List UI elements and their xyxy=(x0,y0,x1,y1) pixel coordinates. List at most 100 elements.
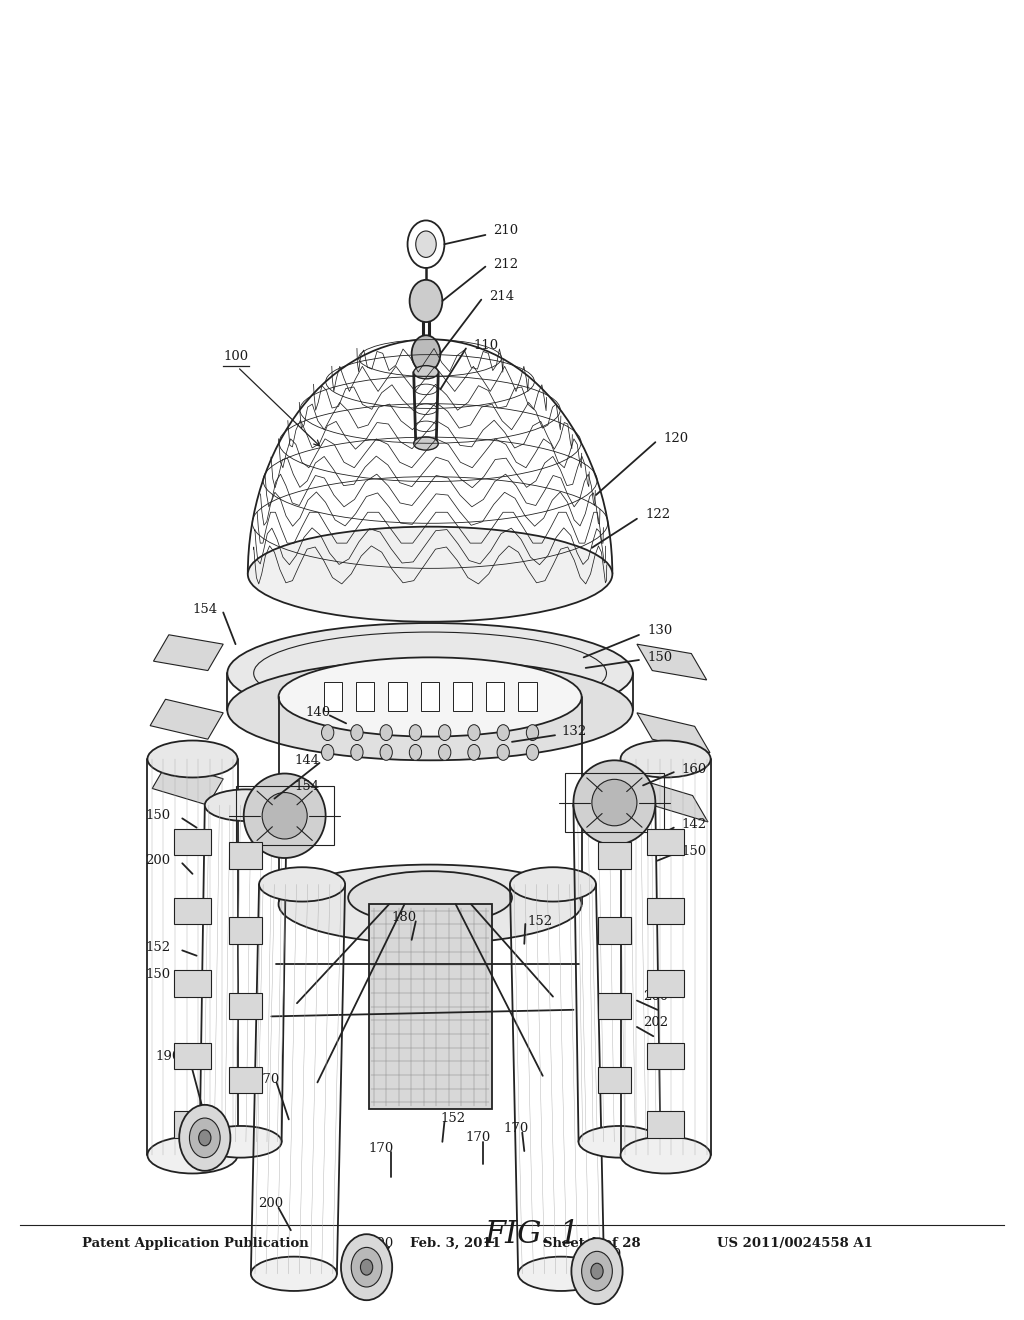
Text: 210: 210 xyxy=(494,224,519,238)
Circle shape xyxy=(410,280,442,322)
Circle shape xyxy=(408,220,444,268)
Circle shape xyxy=(322,744,334,760)
Text: 152: 152 xyxy=(527,915,553,928)
Circle shape xyxy=(571,1238,623,1304)
Polygon shape xyxy=(153,762,223,805)
FancyBboxPatch shape xyxy=(229,917,262,944)
Circle shape xyxy=(497,725,509,741)
FancyBboxPatch shape xyxy=(518,682,537,711)
Ellipse shape xyxy=(147,741,238,777)
Text: 150: 150 xyxy=(145,968,171,981)
FancyBboxPatch shape xyxy=(356,682,375,711)
Circle shape xyxy=(582,1251,612,1291)
Text: 152: 152 xyxy=(145,941,171,954)
Polygon shape xyxy=(637,779,708,822)
Polygon shape xyxy=(637,713,710,752)
FancyBboxPatch shape xyxy=(647,1043,684,1069)
Text: 170: 170 xyxy=(254,1073,280,1086)
Text: FIG. 1: FIG. 1 xyxy=(484,1218,581,1250)
Circle shape xyxy=(410,744,422,760)
Text: 140: 140 xyxy=(305,706,331,719)
Text: 144: 144 xyxy=(295,754,321,767)
FancyBboxPatch shape xyxy=(174,829,211,855)
Circle shape xyxy=(380,744,392,760)
Polygon shape xyxy=(369,904,492,1109)
Circle shape xyxy=(199,1130,211,1146)
Ellipse shape xyxy=(414,366,438,379)
Text: 202: 202 xyxy=(643,1016,669,1030)
FancyBboxPatch shape xyxy=(174,970,211,997)
FancyBboxPatch shape xyxy=(388,682,407,711)
Ellipse shape xyxy=(227,660,633,760)
Ellipse shape xyxy=(348,871,512,924)
Ellipse shape xyxy=(592,779,637,826)
FancyBboxPatch shape xyxy=(174,1043,211,1069)
Circle shape xyxy=(591,1263,603,1279)
Circle shape xyxy=(351,725,364,741)
Ellipse shape xyxy=(262,792,307,840)
Ellipse shape xyxy=(510,867,596,902)
Circle shape xyxy=(322,725,334,741)
Text: Patent Application Publication: Patent Application Publication xyxy=(82,1237,308,1250)
Text: US 2011/0024558 A1: US 2011/0024558 A1 xyxy=(717,1237,872,1250)
Ellipse shape xyxy=(259,867,345,902)
Text: 130: 130 xyxy=(647,624,673,638)
Text: 154: 154 xyxy=(193,603,218,616)
FancyBboxPatch shape xyxy=(598,1067,631,1093)
Circle shape xyxy=(412,335,440,372)
Ellipse shape xyxy=(248,527,612,622)
Circle shape xyxy=(438,744,451,760)
FancyBboxPatch shape xyxy=(647,970,684,997)
Text: 152: 152 xyxy=(440,1111,466,1125)
Text: 100: 100 xyxy=(223,350,249,363)
Ellipse shape xyxy=(573,789,655,821)
FancyBboxPatch shape xyxy=(598,993,631,1019)
Ellipse shape xyxy=(147,1137,238,1173)
FancyBboxPatch shape xyxy=(421,682,439,711)
Text: 190: 190 xyxy=(156,1049,181,1063)
Text: Feb. 3, 2011: Feb. 3, 2011 xyxy=(410,1237,501,1250)
FancyBboxPatch shape xyxy=(647,829,684,855)
FancyBboxPatch shape xyxy=(174,1111,211,1138)
Circle shape xyxy=(351,1247,382,1287)
Circle shape xyxy=(468,744,480,760)
Text: 150: 150 xyxy=(681,845,707,858)
Circle shape xyxy=(380,725,392,741)
Text: 170: 170 xyxy=(466,1131,492,1144)
Text: 214: 214 xyxy=(489,290,515,304)
Text: 154: 154 xyxy=(295,780,321,793)
Ellipse shape xyxy=(251,1257,337,1291)
Text: 170: 170 xyxy=(369,1142,394,1155)
FancyBboxPatch shape xyxy=(229,993,262,1019)
FancyBboxPatch shape xyxy=(598,917,631,944)
Text: 110: 110 xyxy=(473,339,499,352)
Polygon shape xyxy=(637,644,707,680)
Text: Sheet 1 of 28: Sheet 1 of 28 xyxy=(543,1237,640,1250)
Polygon shape xyxy=(154,635,223,671)
Ellipse shape xyxy=(279,865,582,944)
Circle shape xyxy=(360,1259,373,1275)
FancyBboxPatch shape xyxy=(647,1111,684,1138)
FancyBboxPatch shape xyxy=(229,842,262,869)
Text: 180: 180 xyxy=(391,911,417,924)
Text: 212: 212 xyxy=(494,257,519,271)
Text: 142: 142 xyxy=(681,818,707,832)
FancyBboxPatch shape xyxy=(454,682,472,711)
Circle shape xyxy=(438,725,451,741)
Circle shape xyxy=(410,725,422,741)
Text: 132: 132 xyxy=(561,725,587,738)
Circle shape xyxy=(189,1118,220,1158)
Circle shape xyxy=(351,744,364,760)
Text: 120: 120 xyxy=(664,432,689,445)
Ellipse shape xyxy=(227,623,633,723)
Text: 170: 170 xyxy=(504,1122,529,1135)
FancyBboxPatch shape xyxy=(647,898,684,924)
Text: 160: 160 xyxy=(681,763,707,776)
Text: 122: 122 xyxy=(645,508,671,521)
FancyBboxPatch shape xyxy=(485,682,504,711)
Circle shape xyxy=(416,231,436,257)
Text: 200: 200 xyxy=(643,990,669,1003)
FancyBboxPatch shape xyxy=(598,842,631,869)
Polygon shape xyxy=(151,700,223,739)
Circle shape xyxy=(526,725,539,741)
